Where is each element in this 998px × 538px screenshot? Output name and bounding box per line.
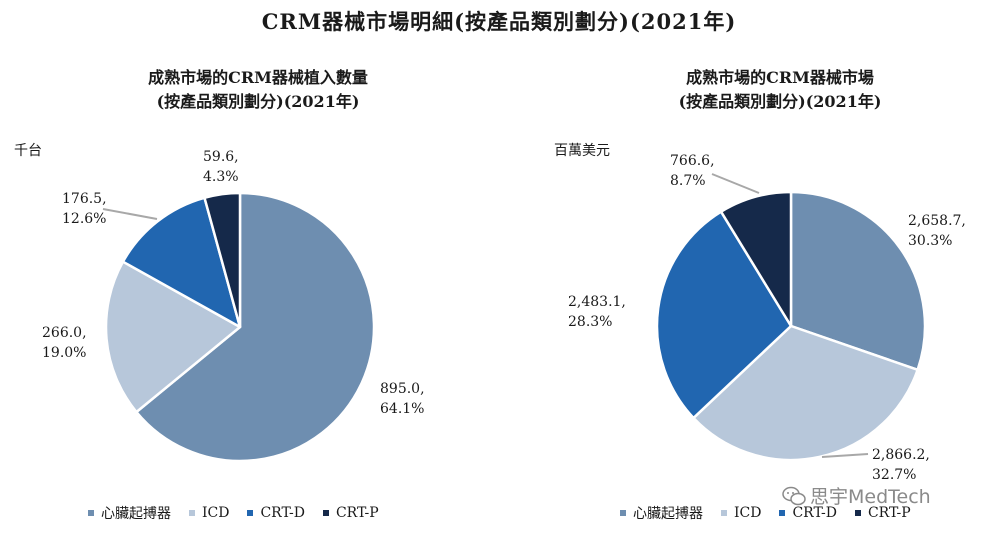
legend-item: CRT-D (779, 505, 837, 521)
wechat-icon (782, 486, 806, 505)
chart1-leader-crtd (102, 208, 158, 220)
legend-item: CRT-P (854, 505, 911, 521)
chart1-label-pacemaker: 895.0, 64.1% (380, 381, 425, 417)
chart2-leader-crtp (711, 173, 760, 194)
chart2-title-line1: 成熟市場的CRM器械市場 (686, 68, 874, 87)
chart2-label-crtd: 2,483.1, 28.3% (568, 294, 626, 330)
legend-swatch (247, 510, 254, 516)
legend-item: ICD (189, 505, 229, 521)
chart1-unit: 千台 (14, 143, 42, 159)
legend-swatch (721, 510, 727, 516)
chart2-legend: 心臟起搏器 ICD CRT-D CRT-P (620, 503, 929, 523)
chart1-slice-crtd (121, 196, 242, 329)
watermark: 思宇MedTech (782, 482, 931, 509)
chart2-label-pacemaker: 2,658.7, 30.3% (908, 213, 966, 249)
chart-main-title: CRM器械市場明細(按產品類別劃分)(2021年) (261, 9, 737, 34)
chart1-title-line2: (按產品類別劃分)(2021年) (156, 92, 360, 111)
legend-item: 心臟起搏器 (620, 503, 703, 523)
chart2-label-crtp: 766.6, 8.7% (670, 153, 715, 189)
chart2-slice-crtp (719, 190, 793, 328)
chart2-slice-pacemaker (789, 190, 927, 372)
legend-item: 心臟起搏器 (88, 503, 171, 523)
legend-swatch (779, 510, 786, 516)
chart2-unit: 百萬美元 (554, 143, 610, 159)
chart1-label-icd: 266.0, 19.0% (42, 325, 87, 361)
legend-swatch (322, 510, 329, 516)
chart1-slice-pacemaker (135, 191, 376, 463)
chart1-slice-icd (104, 260, 242, 414)
chart1-legend: 心臟起搏器 ICD CRT-D CRT-P (88, 503, 397, 523)
legend-item: CRT-P (322, 505, 379, 521)
chart1-slice-crtp (203, 191, 242, 329)
chart1-label-crtd: 176.5, 12.6% (62, 191, 107, 227)
chart2-slice-crtd (655, 210, 793, 420)
chart1-title-line1: 成熟市場的CRM器械植入數量 (148, 68, 368, 87)
chart2-slice-icd (692, 324, 919, 462)
chart1-label-crtp: 59.6, 4.3% (203, 149, 239, 185)
chart1-title: 成熟市場的CRM器械植入數量 (按產品類別劃分)(2021年) (88, 66, 428, 114)
legend-swatch (620, 510, 626, 516)
chart2-leader-icd (821, 453, 869, 458)
chart2-title-line2: (按產品類別劃分)(2021年) (678, 92, 882, 111)
legend-swatch (88, 510, 94, 516)
legend-item: ICD (721, 505, 761, 521)
chart2-title: 成熟市場的CRM器械市場 (按產品類別劃分)(2021年) (610, 66, 950, 114)
legend-item: CRT-D (247, 505, 305, 521)
watermark-text: 思宇MedTech (810, 486, 931, 508)
legend-swatch (854, 510, 861, 516)
legend-swatch (189, 510, 195, 516)
chart2-label-icd: 2,866.2, 32.7% (872, 447, 930, 483)
